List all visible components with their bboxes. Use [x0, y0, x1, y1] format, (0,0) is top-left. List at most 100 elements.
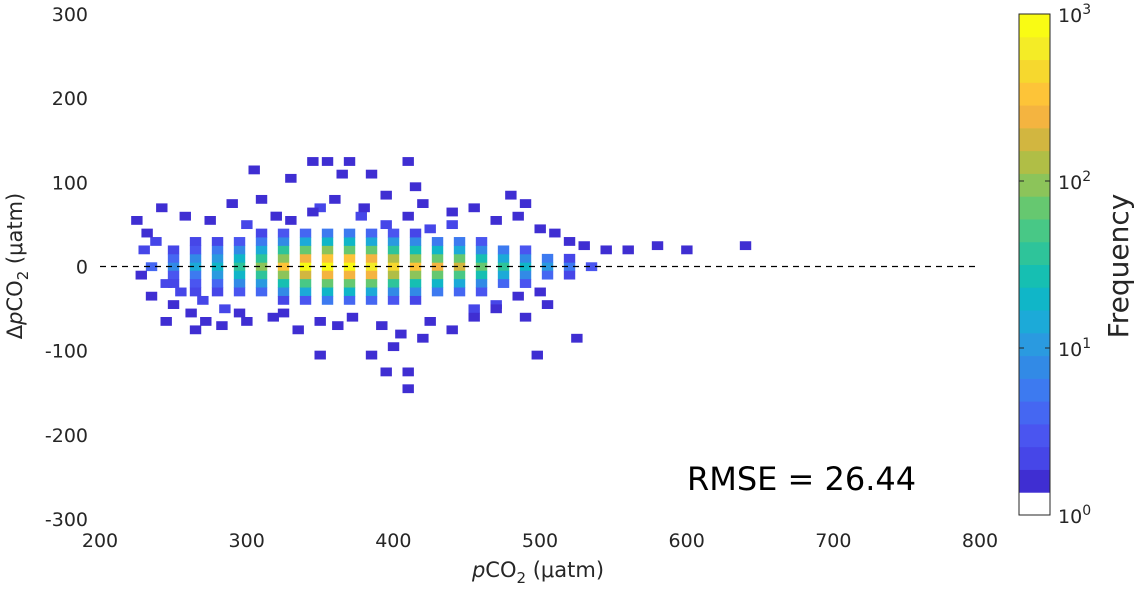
- histogram-bin: [138, 245, 150, 255]
- histogram-bin: [321, 157, 334, 166]
- colorbar-segment: [1019, 218, 1050, 243]
- histogram-bin: [211, 287, 224, 297]
- histogram-bin: [255, 228, 268, 238]
- histogram-bin: [216, 321, 228, 331]
- histogram-bin: [197, 295, 209, 305]
- histogram-bin: [446, 207, 458, 217]
- histogram-bin: [321, 295, 334, 305]
- histogram-bin: [219, 304, 231, 314]
- x-axis-title: pCO2 (μatm): [471, 558, 604, 587]
- histogram-bin: [343, 157, 356, 166]
- histogram-bin: [156, 203, 168, 213]
- histogram-bin: [307, 207, 319, 217]
- histogram-bin: [233, 308, 246, 318]
- histogram-bin: [233, 253, 246, 263]
- histogram-bin: [417, 199, 429, 208]
- histogram-bin: [365, 253, 378, 263]
- histogram-bin: [519, 270, 532, 280]
- histogram-bin: [585, 262, 598, 272]
- colorbar-segment: [1019, 401, 1050, 425]
- histogram-bin: [167, 300, 180, 309]
- histogram-bin: [409, 287, 422, 297]
- histogram-bin: [343, 287, 356, 297]
- histogram-bin: [255, 279, 268, 288]
- histogram-bin: [255, 245, 268, 255]
- histogram-bin: [395, 329, 407, 339]
- histogram-bin: [204, 216, 216, 225]
- histogram-bin: [179, 211, 191, 221]
- histogram-bin: [387, 342, 400, 352]
- histogram-bin: [336, 169, 348, 179]
- histogram-bin: [329, 194, 341, 204]
- histogram-bin: [255, 253, 268, 263]
- histogram-bin: [358, 203, 370, 213]
- histogram-bin: [387, 228, 400, 238]
- colorbar-segment: [1019, 105, 1050, 129]
- histogram-bin: [200, 317, 212, 326]
- histogram-bin: [519, 199, 532, 208]
- histogram-bin: [475, 237, 488, 246]
- histogram-bin: [453, 287, 466, 297]
- histogram-bin: [343, 262, 356, 272]
- x-tick-labels: 200 300 400 500 600 700 800: [82, 530, 998, 552]
- histogram-bin: [505, 190, 517, 200]
- histogram-bin: [277, 228, 290, 238]
- histogram-bin: [739, 241, 752, 251]
- histogram-bin: [409, 237, 422, 246]
- histogram-bin: [409, 245, 422, 255]
- histogram-bin: [534, 224, 546, 234]
- histogram-bin: [299, 295, 312, 305]
- histogram-bin: [233, 237, 246, 246]
- histogram-bin: [233, 270, 246, 280]
- histogram-bin: [145, 262, 158, 272]
- histogram-bins: [131, 157, 752, 394]
- histogram-bin: [299, 245, 312, 255]
- histogram-bin: [175, 287, 187, 297]
- histogram-bin: [307, 157, 319, 166]
- y-tick-label: -200: [45, 425, 88, 447]
- histogram-bin: [541, 253, 554, 263]
- colorbar-segment: [1019, 173, 1050, 197]
- histogram-bin: [343, 270, 356, 280]
- histogram-bin: [343, 237, 356, 246]
- x-tick-label: 600: [669, 530, 705, 552]
- histogram-bin: [211, 279, 224, 288]
- histogram-bin: [189, 325, 202, 335]
- histogram-bin: [321, 228, 334, 238]
- histogram-bin: [285, 173, 297, 183]
- colorbar-tick-label: 103: [1058, 2, 1091, 27]
- histogram-bin: [135, 270, 147, 280]
- histogram-bin: [497, 279, 510, 288]
- colorbar-segment: [1019, 378, 1050, 402]
- histogram-bin: [417, 333, 429, 343]
- histogram-bin: [475, 245, 488, 255]
- histogram-bin: [233, 287, 246, 297]
- x-tick-label: 400: [375, 530, 411, 552]
- histogram-bin: [211, 270, 224, 280]
- y-tick-label: -300: [45, 509, 88, 531]
- histogram-bin: [189, 237, 202, 246]
- histogram-bin: [141, 228, 153, 238]
- histogram-bin: [160, 317, 172, 326]
- histogram-bin: [211, 253, 224, 263]
- histogram-bin: [255, 194, 268, 204]
- histogram-bin: [424, 317, 436, 326]
- histogram-bin: [409, 279, 422, 288]
- y-tick-label: -100: [45, 341, 88, 363]
- histogram-bin: [475, 287, 488, 297]
- colorbar-segment: [1019, 492, 1050, 516]
- histogram-bin: [563, 262, 576, 272]
- histogram-bin: [534, 287, 546, 297]
- histogram-bin: [343, 228, 356, 238]
- histogram-bin: [519, 262, 532, 272]
- histogram-bin: [299, 279, 312, 288]
- histogram-bin: [387, 262, 400, 272]
- histogram-bin: [365, 262, 378, 272]
- y-tick-label: 200: [52, 88, 88, 110]
- histogram-bin: [277, 270, 290, 280]
- histogram-bin: [167, 270, 180, 280]
- histogram-bin: [189, 262, 202, 272]
- histogram-bin: [277, 262, 290, 272]
- histogram-bin: [519, 245, 532, 255]
- histogram-bin: [299, 262, 312, 272]
